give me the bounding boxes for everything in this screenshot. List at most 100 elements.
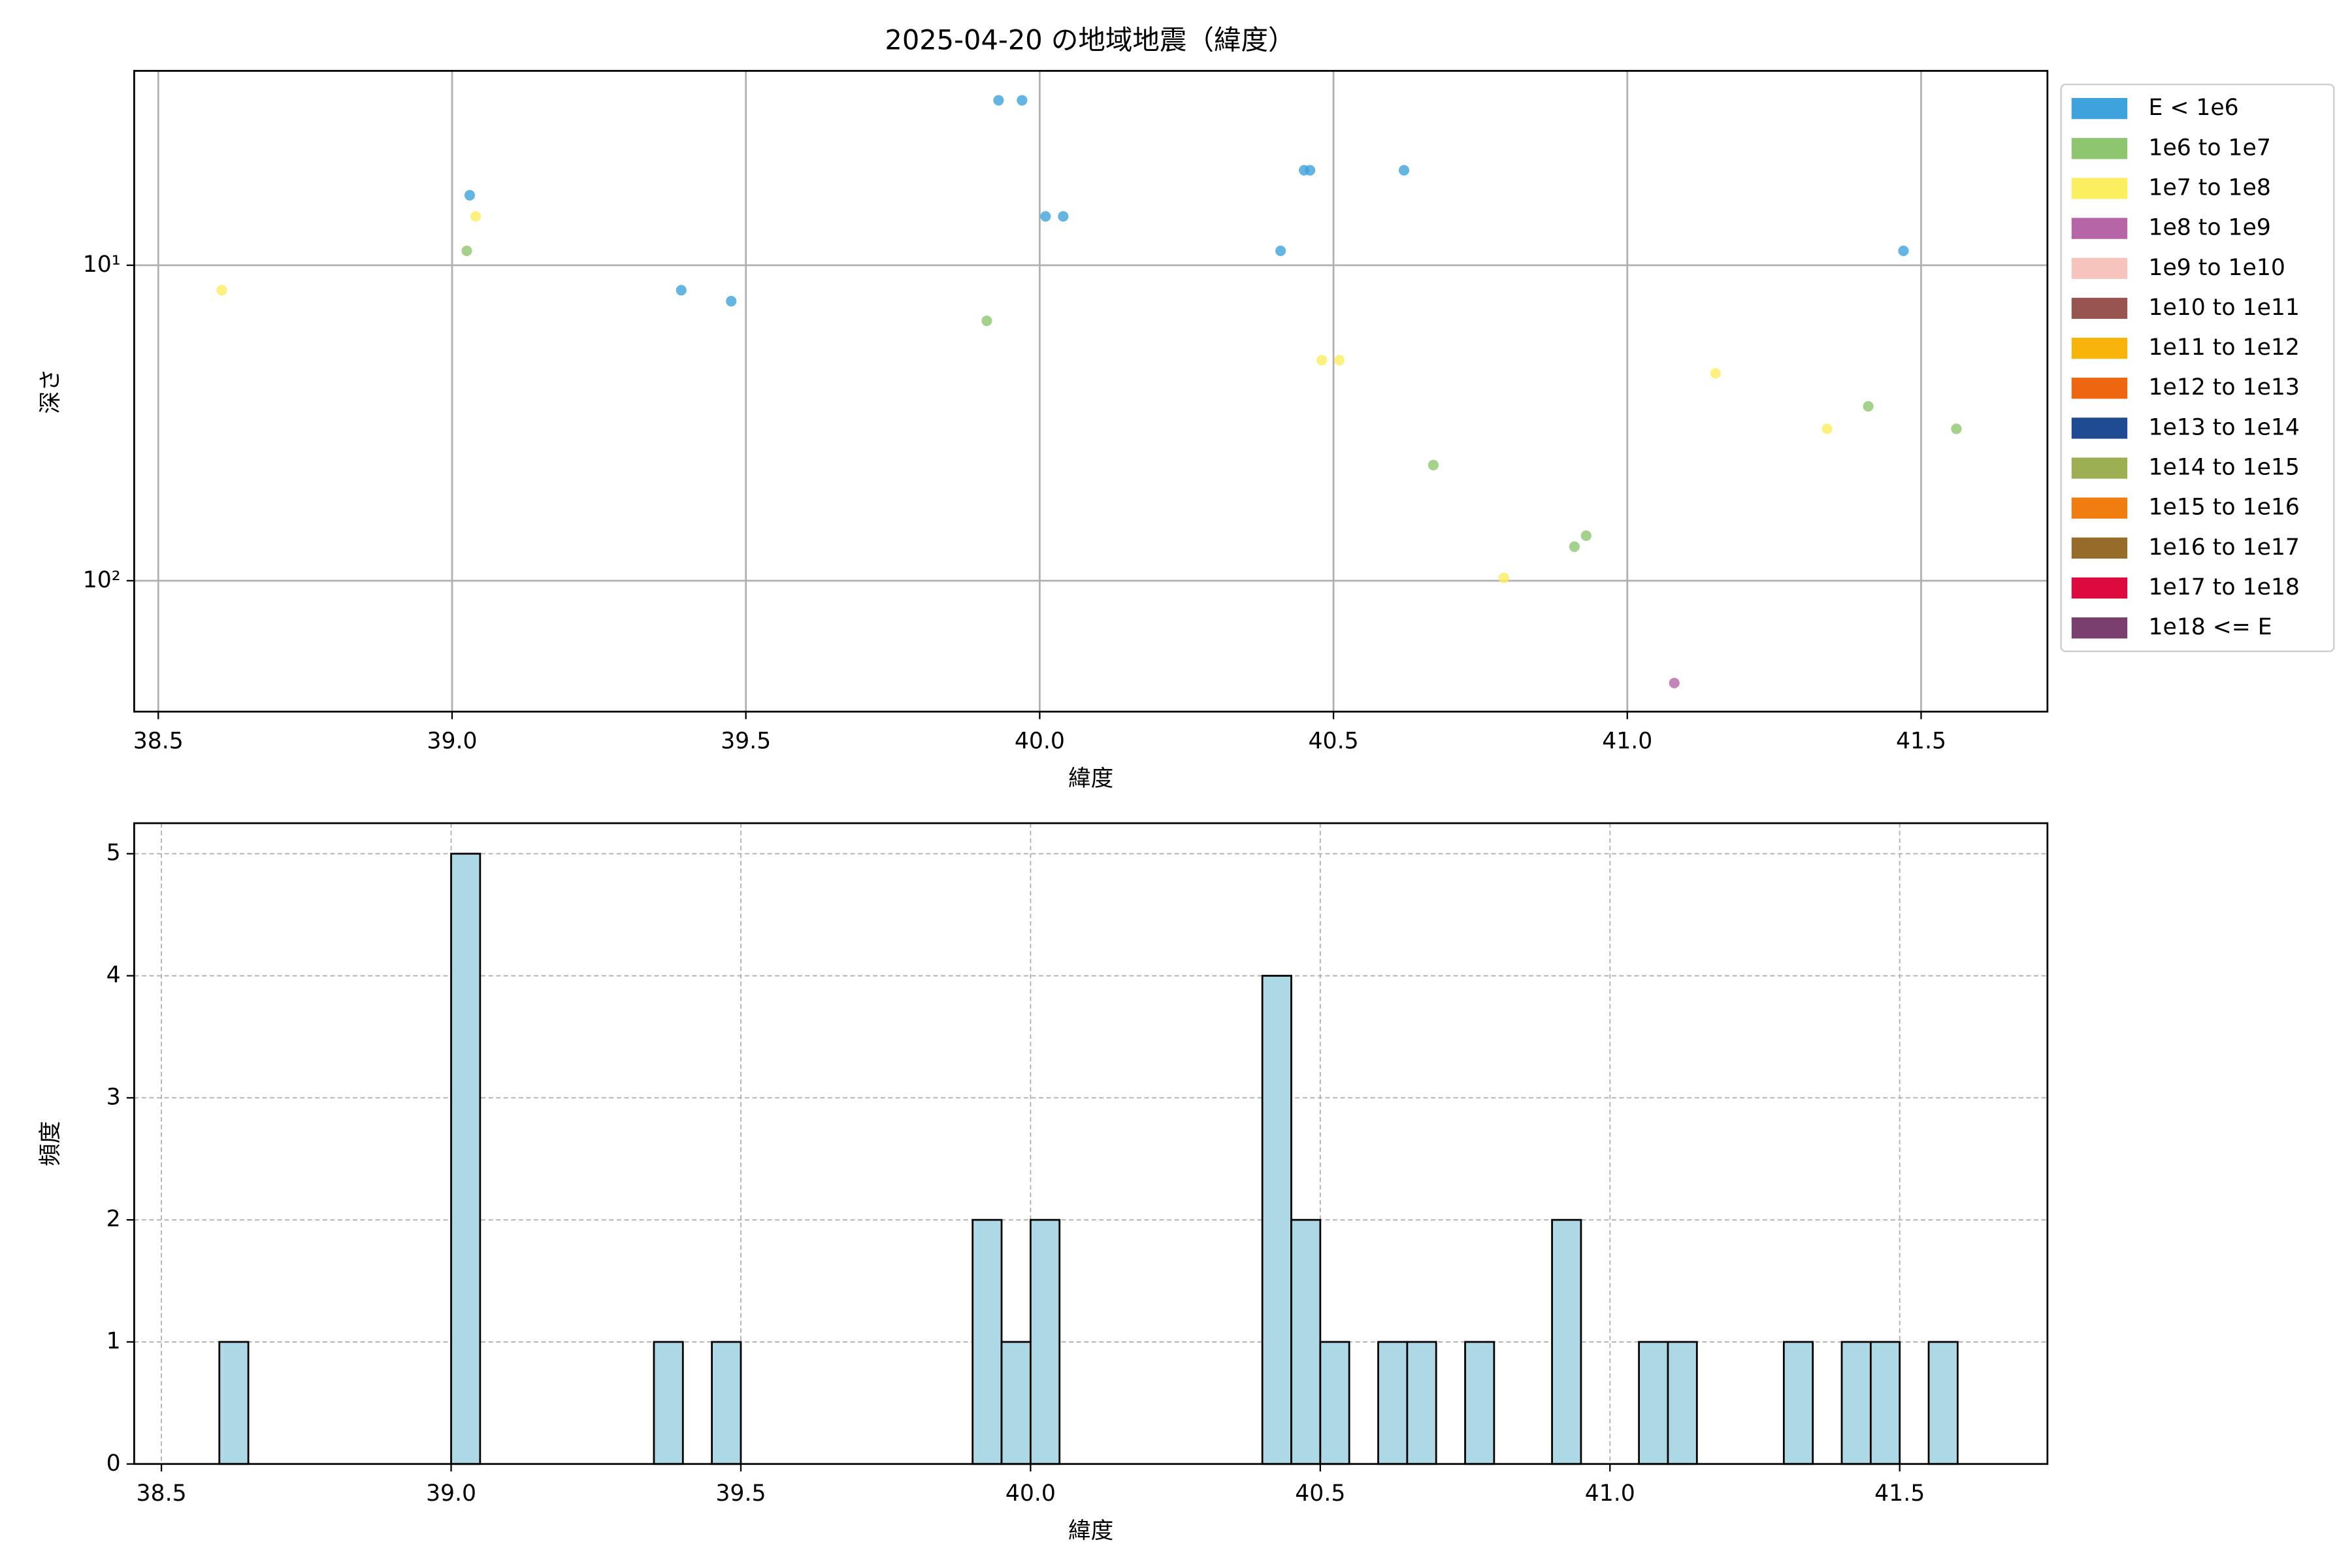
point (464, 189, 476, 201)
bar (1638, 1341, 1669, 1465)
bar (1464, 1341, 1495, 1465)
legend-swatch (2071, 98, 2128, 120)
bar (1377, 1341, 1409, 1465)
legend-label: 1e11 to 1e12 (2148, 335, 2299, 361)
bar (1406, 1341, 1437, 1465)
point (1580, 530, 1592, 542)
point (1669, 678, 1680, 689)
legend-swatch (2071, 178, 2128, 199)
x-tick-label: 41.5 (1874, 1480, 1925, 1507)
y-tick-label: 0 (106, 1450, 121, 1477)
point (1710, 368, 1721, 379)
point (470, 211, 482, 222)
legend-swatch (2071, 337, 2128, 359)
legend-swatch (2071, 577, 2128, 599)
point (1398, 165, 1410, 176)
x-axis-label: 緯度 (1068, 1518, 1113, 1544)
bar (1667, 1341, 1698, 1465)
legend-swatch (2071, 537, 2128, 559)
bar (1551, 1218, 1582, 1465)
bar (711, 1341, 742, 1465)
y-tick-label: 2 (106, 1206, 121, 1232)
legend-swatch (2071, 138, 2128, 159)
bar (1290, 1218, 1322, 1465)
legend-label: 1e13 to 1e14 (2148, 414, 2299, 440)
bar (1840, 1341, 1872, 1465)
bar (1261, 975, 1292, 1465)
x-tick-label: 38.5 (133, 728, 184, 754)
point (1333, 355, 1345, 366)
point (461, 245, 472, 256)
bar (653, 1341, 684, 1465)
legend-label: 1e12 to 1e13 (2148, 374, 2299, 400)
y-tick-label: 3 (106, 1084, 121, 1110)
point (1305, 165, 1316, 176)
y-tick-label: 10¹ (83, 252, 121, 278)
legend-label: E < 1e6 (2148, 95, 2238, 121)
point (216, 285, 227, 296)
x-tick-label: 41.5 (1896, 728, 1946, 754)
bar (972, 1218, 1003, 1465)
x-tick-label: 40.5 (1295, 1480, 1345, 1507)
y-tick-label: 1 (106, 1328, 121, 1354)
bar (1782, 1341, 1814, 1465)
point (1863, 400, 1874, 412)
point (1821, 423, 1833, 434)
x-tick-label: 40.5 (1309, 728, 1359, 754)
legend-label: 1e6 to 1e7 (2148, 135, 2270, 161)
legend-swatch (2071, 257, 2128, 279)
legend-swatch (2071, 218, 2128, 239)
x-tick-label: 41.0 (1585, 1480, 1635, 1507)
x-tick-label: 38.5 (137, 1480, 187, 1507)
point (1498, 572, 1509, 583)
legend-box (2060, 84, 2335, 653)
point (1951, 423, 1962, 434)
plot-frame (133, 70, 2049, 713)
legend-label: 1e17 to 1e18 (2148, 574, 2299, 600)
x-tick-label: 40.0 (1005, 1480, 1056, 1507)
bar (1927, 1341, 1959, 1465)
plot-frame (133, 822, 2049, 1465)
x-tick-label: 40.0 (1015, 728, 1065, 754)
legend-label: 1e9 to 1e10 (2148, 255, 2285, 281)
bar (1869, 1341, 1901, 1465)
legend-label: 1e7 to 1e8 (2148, 174, 2270, 201)
point (726, 295, 737, 307)
point (1058, 211, 1069, 222)
x-tick-label: 39.5 (721, 728, 771, 754)
legend-label: 1e14 to 1e15 (2148, 455, 2299, 481)
point (1017, 95, 1028, 106)
point (1898, 245, 1909, 256)
y-axis-label: 頻度 (37, 1121, 63, 1166)
legend-swatch (2071, 378, 2128, 399)
legend-label: 1e10 to 1e11 (2148, 295, 2299, 321)
point (676, 285, 687, 296)
legend-swatch (2071, 497, 2128, 519)
x-axis-label: 緯度 (1068, 766, 1113, 792)
point (981, 315, 992, 327)
legend-swatch (2071, 297, 2128, 319)
point (993, 95, 1004, 106)
bar (218, 1341, 250, 1465)
point (1040, 211, 1051, 222)
point (1316, 355, 1328, 366)
point (1428, 459, 1439, 470)
bar (450, 853, 482, 1465)
x-tick-label: 39.5 (715, 1480, 766, 1507)
bar (1029, 1218, 1061, 1465)
y-tick-label: 10² (83, 567, 121, 593)
legend-swatch (2071, 617, 2128, 639)
x-tick-label: 39.0 (427, 728, 477, 754)
bar (1319, 1341, 1350, 1465)
bar (1000, 1341, 1032, 1465)
legend-label: 1e16 to 1e17 (2148, 534, 2299, 561)
y-tick-label: 5 (106, 840, 121, 866)
legend-label: 1e15 to 1e16 (2148, 495, 2299, 521)
x-tick-label: 39.0 (426, 1480, 476, 1507)
point (1569, 541, 1580, 552)
legend-swatch (2071, 457, 2128, 479)
legend-label: 1e8 to 1e9 (2148, 215, 2270, 241)
y-tick-label: 4 (106, 962, 121, 988)
